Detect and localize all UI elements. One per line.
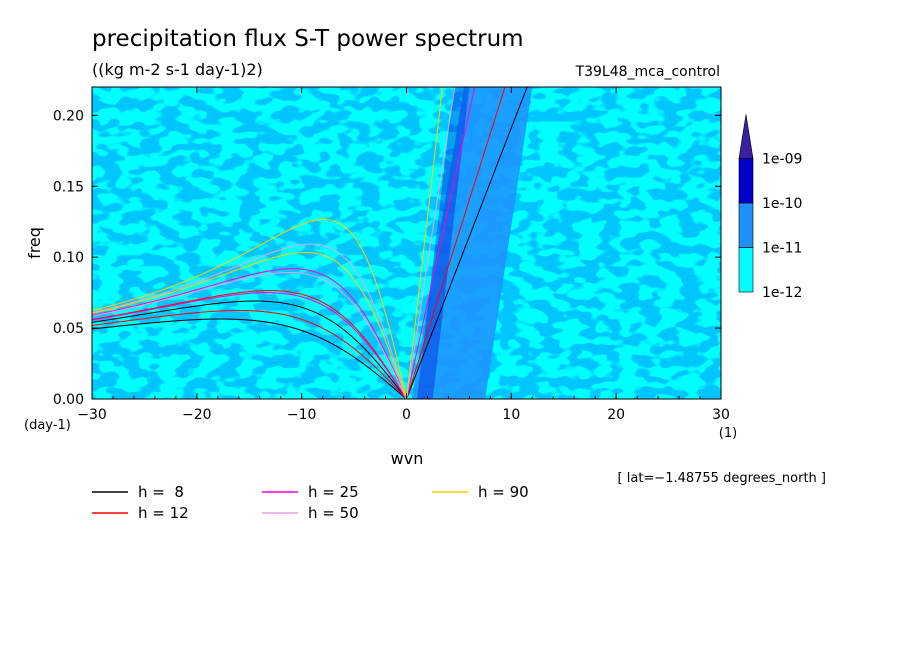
legend-label: h = 50 <box>308 504 359 522</box>
y-axis: 0.00 0.05 0.10 0.15 0.20 <box>53 108 721 408</box>
legend-label: h = 8 <box>138 483 184 501</box>
colorbar-segment <box>738 247 754 293</box>
x-tick-label: −20 <box>182 407 212 423</box>
colorbar-label: 1e-12 <box>762 285 802 301</box>
colorbar-label: 1e-09 <box>762 152 802 168</box>
y-tick-label: 0.00 <box>53 392 84 408</box>
colorbar-extend-arrow <box>738 114 754 159</box>
colorbar-label: 1e-11 <box>762 241 802 257</box>
spectral-peak-band <box>411 87 533 399</box>
colorbar-label: 1e-10 <box>762 196 802 212</box>
x-unit-label: (1) <box>719 426 737 441</box>
eastward-band <box>411 87 533 399</box>
y-tick-label: 0.20 <box>53 108 84 124</box>
y-unit-label: (day-1) <box>24 418 71 433</box>
run-label: T39L48_mca_control <box>575 64 720 80</box>
latitude-footnote: [ lat=−1.48755 degrees_north ] <box>618 471 826 486</box>
colorbar-segment <box>738 202 754 248</box>
legend: h = 8 h = 12 h = 25 h = 50 h = 90 <box>92 483 529 522</box>
chart-title: precipitation flux S-T power spectrum <box>92 26 524 52</box>
dispersion-curves <box>92 87 528 399</box>
x-axis: −30 −20 −10 0 10 20 30 <box>77 87 730 423</box>
x-axis-label: wvn <box>391 449 424 468</box>
westward-curve-5 <box>92 219 407 399</box>
rossby-curve-4 <box>92 271 407 399</box>
y-axis-label: freq <box>25 227 44 259</box>
y-tick-label: 0.15 <box>53 179 84 195</box>
noise-texture <box>92 87 721 399</box>
plot-area <box>92 87 721 399</box>
x-tick-label: 0 <box>402 407 411 423</box>
x-tick-label: −10 <box>287 407 317 423</box>
x-tick-label: 20 <box>607 407 625 423</box>
y-tick-label: 0.05 <box>53 321 84 337</box>
rossby-curve-3 <box>92 292 407 399</box>
colorbar: 1e-12 1e-11 1e-10 1e-09 <box>738 114 802 301</box>
westward-curve-2 <box>92 290 407 399</box>
chart-subtitle: ((kg m-2 s-1 day-1)2) <box>92 60 263 79</box>
rossby-curve-5 <box>92 251 407 399</box>
kelvin-curve-3 <box>406 87 476 399</box>
colorbar-segment <box>738 158 754 204</box>
westward-curve-1 <box>92 300 407 399</box>
eastward-band-core <box>416 87 470 399</box>
legend-label: h = 90 <box>478 483 529 501</box>
x-tick-label: 10 <box>502 407 520 423</box>
rossby-curve-2 <box>92 309 407 399</box>
legend-label: h = 25 <box>308 483 359 501</box>
x-tick-label: 30 <box>712 407 730 423</box>
rossby-curve-1 <box>92 318 407 399</box>
y-tick-label: 0.10 <box>53 250 84 266</box>
westward-curve-4 <box>92 243 407 399</box>
legend-label: h = 12 <box>138 504 189 522</box>
kelvin-curve-2 <box>406 87 506 399</box>
westward-curve-3 <box>92 268 407 399</box>
x-tick-label: −30 <box>77 407 107 423</box>
kelvin-curve-1 <box>406 87 528 399</box>
